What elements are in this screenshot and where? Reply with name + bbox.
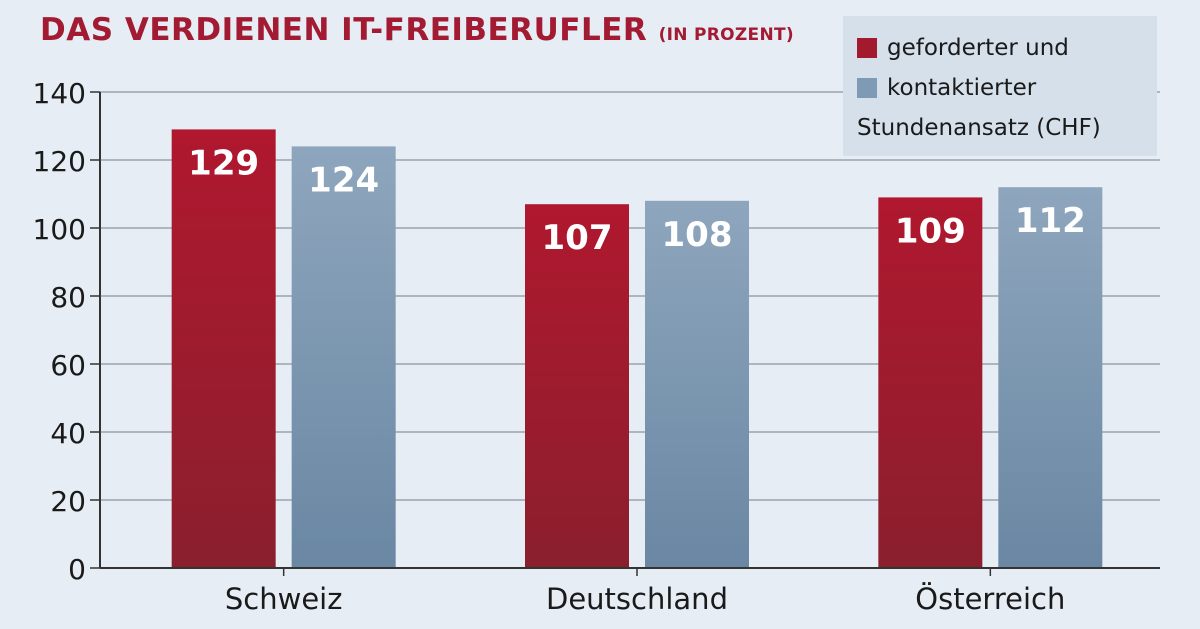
legend: geforderter und kontaktierter Stundenans… <box>843 16 1157 156</box>
chart-title-text: DAS VERDIENEN IT-FREIBERUFLER <box>40 12 648 48</box>
x-tick-label: Schweiz <box>225 582 343 616</box>
y-tick-label: 100 <box>33 213 86 246</box>
bar-value-label: 112 <box>1015 201 1086 241</box>
bar-value-label: 124 <box>308 160 379 200</box>
legend-note: Stundenansatz (CHF) <box>857 115 1101 141</box>
y-tick-label: 0 <box>68 553 86 586</box>
chart-subtitle: (IN PROZENT) <box>658 25 794 45</box>
legend-label-series-2: kontaktierter <box>887 75 1037 101</box>
bar-value-label: 109 <box>895 211 966 251</box>
y-tick-label: 40 <box>50 417 86 450</box>
bar-value-label: 129 <box>188 143 259 183</box>
chart-title: DAS VERDIENEN IT-FREIBERUFLER (IN PROZEN… <box>40 12 794 48</box>
bar <box>878 197 983 568</box>
legend-swatch-series-1 <box>857 38 877 58</box>
bar <box>998 187 1103 568</box>
y-tick-label: 60 <box>50 349 86 382</box>
x-tick-label: Österreich <box>915 582 1065 616</box>
bar <box>291 146 396 568</box>
bar-value-label: 108 <box>662 215 733 255</box>
bar <box>645 200 749 569</box>
legend-item-series-1: geforderter und <box>857 28 1143 68</box>
legend-item-series-2: kontaktierter <box>857 68 1143 108</box>
x-tick-label: Deutschland <box>546 582 728 616</box>
y-tick-label: 20 <box>50 485 86 518</box>
bar <box>525 204 629 568</box>
y-tick-label: 140 <box>33 77 86 110</box>
bar-value-label: 107 <box>542 218 613 258</box>
legend-swatch-series-2 <box>857 78 877 98</box>
y-tick-label: 80 <box>50 281 86 314</box>
legend-note-row: Stundenansatz (CHF) <box>857 108 1143 148</box>
legend-label-series-1: geforderter und <box>887 35 1069 61</box>
bar <box>171 129 276 568</box>
y-tick-label: 120 <box>33 145 86 178</box>
